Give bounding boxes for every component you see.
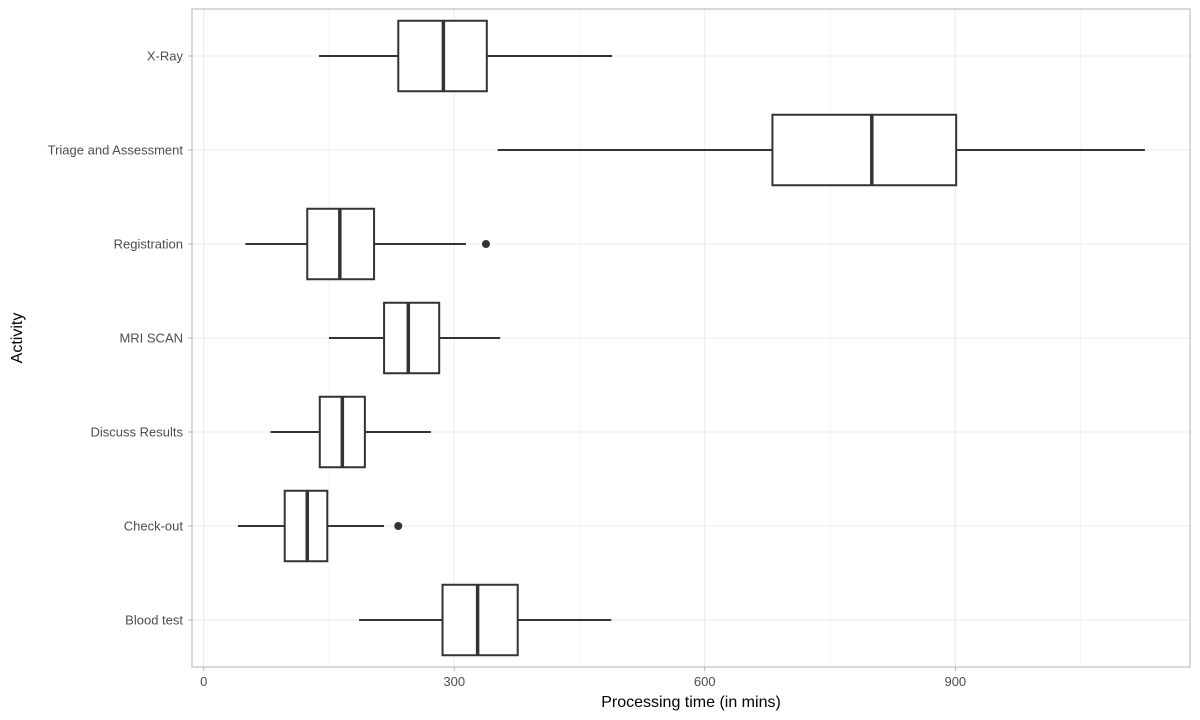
x-tick-label: 600	[694, 674, 716, 689]
outlier-point	[481, 240, 490, 248]
iqr-box	[771, 113, 958, 187]
y-tick-label: Discuss Results	[91, 425, 184, 440]
box-blood-test	[359, 583, 612, 657]
x-tick-label: 300	[443, 674, 465, 689]
box-mri-scan	[328, 301, 501, 375]
box-check-out	[237, 489, 403, 563]
y-tick-label: X-Ray	[147, 49, 184, 64]
iqr-box	[383, 301, 441, 375]
y-tick-label: MRI SCAN	[119, 331, 183, 346]
iqr-box	[441, 583, 519, 657]
box-x-ray	[318, 19, 613, 93]
y-tick-label: Registration	[114, 237, 183, 252]
y-axis-title: Activity	[9, 313, 26, 364]
x-axis: 0 300 600 900	[200, 667, 966, 689]
y-tick-label: Triage and Assessment	[48, 143, 184, 158]
y-tick-label: Blood test	[125, 613, 183, 628]
outlier-point	[394, 522, 403, 530]
x-tick-label: 900	[944, 674, 966, 689]
box-discuss-results	[270, 395, 431, 469]
x-axis-title: Processing time (in mins)	[601, 694, 781, 711]
y-axis: X-Ray Triage and Assessment Registration MR…	[48, 49, 192, 628]
box-triage-and-assessment	[497, 113, 1145, 187]
plot-panel	[191, 8, 1191, 668]
box-registration	[245, 207, 490, 281]
y-tick-label: Check-out	[124, 519, 184, 534]
x-tick-label: 0	[200, 674, 207, 689]
